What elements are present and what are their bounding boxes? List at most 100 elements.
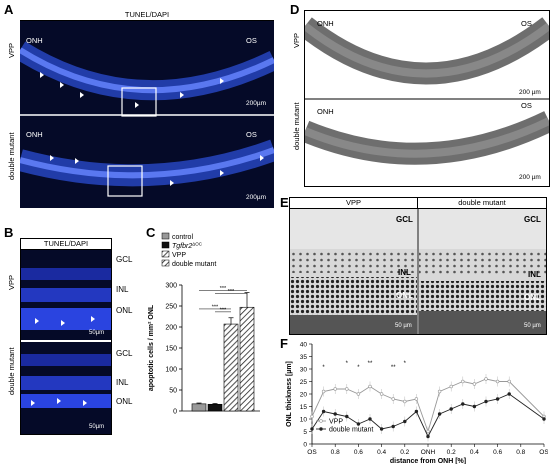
chart-c-legend-label-1: Tgfbr2ΔOC (172, 242, 203, 251)
panel-a-scale-top: 200µm (246, 100, 267, 107)
panel-e-onl-right: ONL (524, 293, 541, 302)
chart-f: 0 5 10 15 20 25 30 35 40 OS 0.8 0.6 0.4 0.2 ONH 0.2 0.4 0… (286, 342, 548, 465)
chart-f-point-1-1 (321, 409, 326, 414)
chart-f-xtick-label: OS (307, 449, 317, 456)
chart-f-ytick-label: 5 (303, 429, 307, 436)
panel-e-onl-left: ONL (396, 291, 413, 300)
chart-f-point-0-13 (461, 379, 465, 384)
chart-c-bar-1 (207, 403, 223, 412)
panel-a-os-bottom: OS (246, 130, 257, 139)
chart-f-point-0-0 (310, 414, 314, 419)
chart-c-ytick-label: 50 (169, 388, 177, 395)
chart-c: 0 50 100 150 200 250 300 apoptotic cells / mm² … (148, 232, 260, 416)
chart-f-point-0-16 (495, 379, 500, 384)
panel-b-title: TUNEL/DAPI (21, 239, 111, 250)
chart-f-legend-label-0: VPP (329, 419, 343, 426)
panel-b-scale-bottom: 50µm (89, 424, 105, 430)
panel-c-letter: C (146, 225, 156, 240)
chart-f-ylabel: ONL thickness [µm] (286, 361, 293, 427)
panel-b-onl-top: ONL (116, 306, 133, 315)
chart-c-significance-1: *** (228, 289, 235, 295)
chart-f-point-0-14 (472, 382, 477, 386)
chart-f-point-1-14 (472, 404, 477, 409)
panel-e-inl-right: INL (528, 270, 541, 279)
chart-f-point-1-6 (379, 427, 384, 431)
chart-c-legend-label-2: VPP (172, 252, 186, 259)
chart-f-xtick-label: OS (539, 449, 548, 456)
panel-d-onh-bottom: ONH (317, 107, 334, 116)
panel-d-retina-svg (298, 17, 550, 165)
chart-f-point-0-17 (507, 379, 511, 384)
panel-e-scale-right: 50 µm (524, 323, 541, 329)
chart-f-xtick-label: 0.2 (447, 449, 456, 456)
chart-c-legend-swatch-1 (161, 241, 170, 249)
panel-a-scale-bottom: 200µm (246, 194, 267, 201)
chart-c-ylabel: apoptotic cells / mm² ONL (148, 304, 155, 391)
chart-c-legend-swatch-3 (161, 259, 170, 267)
chart-f-xtick-label: ONH (421, 449, 436, 456)
chart-f-ytick-label: 10 (300, 417, 308, 424)
chart-c-bar-0 (191, 403, 207, 412)
chart-f-point-1-12 (449, 407, 453, 411)
panel-e-histology-svg (290, 209, 546, 334)
chart-f-point-1-0 (310, 427, 314, 431)
chart-f-point-0-9 (414, 397, 419, 401)
chart-f-star-1: * (346, 361, 349, 367)
chart-f-point-1-7 (391, 424, 395, 429)
panel-d-letter: D (290, 2, 300, 17)
chart-c-bar-3 (239, 306, 255, 412)
chart-f-point-0-11 (437, 389, 442, 394)
chart-f-point-1-5 (368, 417, 372, 421)
chart-c-significance-2: *** (212, 304, 219, 310)
chart-f-point-1-8 (403, 419, 407, 424)
chart-f-point-0-12 (449, 384, 453, 389)
panel-e-gcl-left: GCL (396, 215, 413, 224)
chart-f-xtick-label: 0.6 (493, 449, 502, 456)
chart-f-ytick-label: 40 (300, 342, 308, 349)
chart-f-ytick-label: 0 (303, 442, 307, 449)
chart-f-point-1-13 (461, 402, 465, 406)
chart-f-point-0-7 (391, 397, 395, 401)
chart-c-bar-2 (223, 323, 239, 412)
chart-c-legend-swatch-2 (161, 250, 170, 258)
chart-f-ytick-label: 35 (300, 354, 308, 361)
chart-f-point-1-3 (345, 414, 349, 419)
panel-a-title: TUNEL/DAPI (20, 10, 274, 21)
panel-e-scale-left: 50 µm (395, 323, 412, 329)
chart-f-point-0-15 (484, 377, 488, 381)
chart-f-star-0: * (322, 365, 325, 371)
chart-f-star-4: ** (391, 365, 396, 371)
chart-f-xtick-label: 0.4 (377, 449, 386, 456)
panel-a-letter: A (4, 2, 14, 17)
chart-c-ytick-label: 250 (165, 304, 177, 311)
panel-d-frame: ONH OS ONH OS 200 µm 200 µm (298, 10, 550, 187)
chart-f-legend-marker-0 (319, 419, 323, 423)
chart-f-point-0-1 (321, 389, 326, 394)
panel-a-row-vpp: VPP (7, 42, 16, 58)
panel-e-inl-left: INL (398, 268, 411, 277)
chart-f-point-1-18 (542, 417, 546, 421)
panel-d-row-vpp: VPP (292, 32, 301, 48)
chart-f-legend-marker-1 (319, 427, 323, 431)
chart-f-xtick-label: 0.8 (516, 449, 525, 456)
chart-f-star-3: ** (368, 361, 373, 367)
panel-b-image-vpp: 50µm (21, 250, 111, 340)
chart-f-star-2: * (357, 365, 360, 371)
panel-b-scale-top: 50µm (89, 330, 105, 336)
chart-f-point-1-15 (484, 399, 488, 404)
chart-f-xlabel: distance from ONH [%] (390, 458, 466, 464)
chart-f-star-5: * (404, 361, 407, 367)
chart-c-significance-0: *** (220, 286, 227, 292)
chart-c-legend-label-0: control (172, 234, 193, 241)
panel-e-frame: VPP double mutant GCL INL ONL GCL INL ON… (289, 197, 547, 335)
panel-d-scale-top: 200 µm (519, 89, 541, 96)
chart-c-ytick-label: 200 (165, 325, 177, 332)
panel-e-col-double: double mutant (418, 198, 546, 209)
chart-f-point-0-6 (379, 392, 384, 396)
panel-e-gcl-right: GCL (524, 215, 541, 224)
panel-b-letter: B (4, 225, 14, 240)
chart-c-significance-3: *** (220, 307, 227, 313)
chart-f-point-0-3 (345, 387, 349, 391)
chart-f-point-1-4 (356, 422, 361, 426)
panel-d-scale-bottom: 200 µm (519, 174, 541, 181)
